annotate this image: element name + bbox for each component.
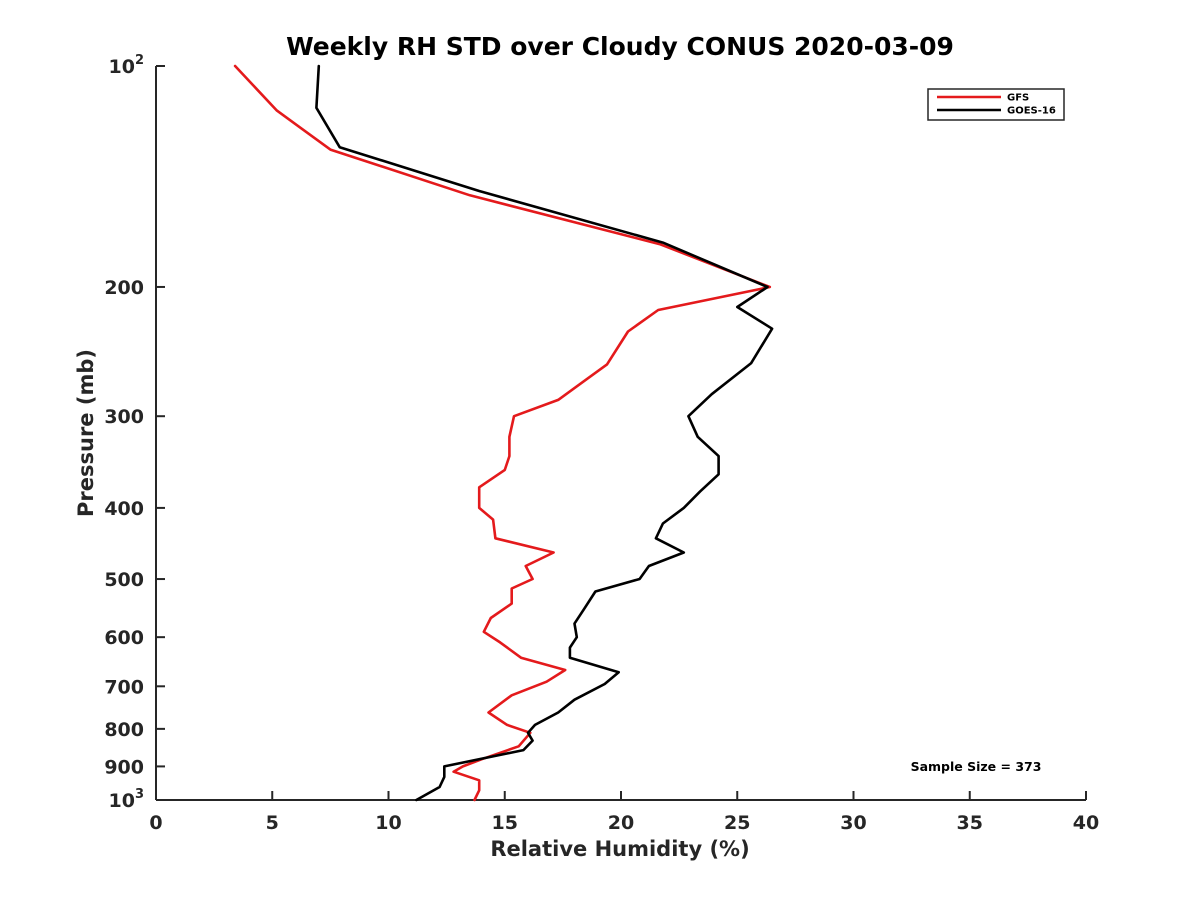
plot-area: 0 5 10 15 20 25 30 35 40 102 200 300 400 500 600 700 80…	[104, 53, 1099, 834]
y-tick-label: 800	[104, 719, 144, 741]
y-tick-label: 900	[104, 756, 144, 778]
y-tick-label: 700	[104, 676, 144, 698]
x-axis-ticks: 0 5 10 15 20 25 30 35 40	[149, 791, 1099, 834]
x-tick-label: 20	[608, 812, 634, 834]
y-tick-label: 102	[109, 53, 145, 78]
x-tick-label: 0	[149, 812, 162, 834]
legend-box	[927, 88, 1065, 121]
series-line-gfs	[233, 64, 772, 802]
y-axis-ticks: 102 200 300 400 500 600 700 800 900 103	[104, 53, 165, 812]
y-axis-label: Pressure (mb)	[74, 349, 98, 517]
y-tick-label: 103	[109, 787, 145, 812]
chart-title: Weekly RH STD over Cloudy CONUS 2020-03-…	[286, 32, 954, 61]
y-tick-label: 300	[104, 406, 144, 428]
legend: GFS GOES-16	[927, 88, 1065, 121]
x-tick-label: 5	[266, 812, 279, 834]
series-layer	[233, 64, 774, 802]
y-tick-label: 500	[104, 569, 144, 591]
x-tick-label: 10	[375, 812, 401, 834]
y-tick-label: 200	[104, 277, 144, 299]
series-line-goes-16	[315, 64, 774, 802]
x-tick-label: 30	[840, 812, 866, 834]
x-tick-label: 35	[957, 812, 983, 834]
x-tick-label: 40	[1073, 812, 1099, 834]
y-tick-label: 400	[104, 498, 144, 520]
x-tick-label: 25	[724, 812, 750, 834]
sample-size-annotation: Sample Size = 373	[911, 759, 1042, 774]
legend-label: GOES-16	[1007, 106, 1056, 117]
x-axis-label: Relative Humidity (%)	[490, 837, 749, 861]
y-tick-label: 600	[104, 627, 144, 649]
x-tick-label: 15	[492, 812, 518, 834]
legend-label: GFS	[1007, 93, 1029, 104]
